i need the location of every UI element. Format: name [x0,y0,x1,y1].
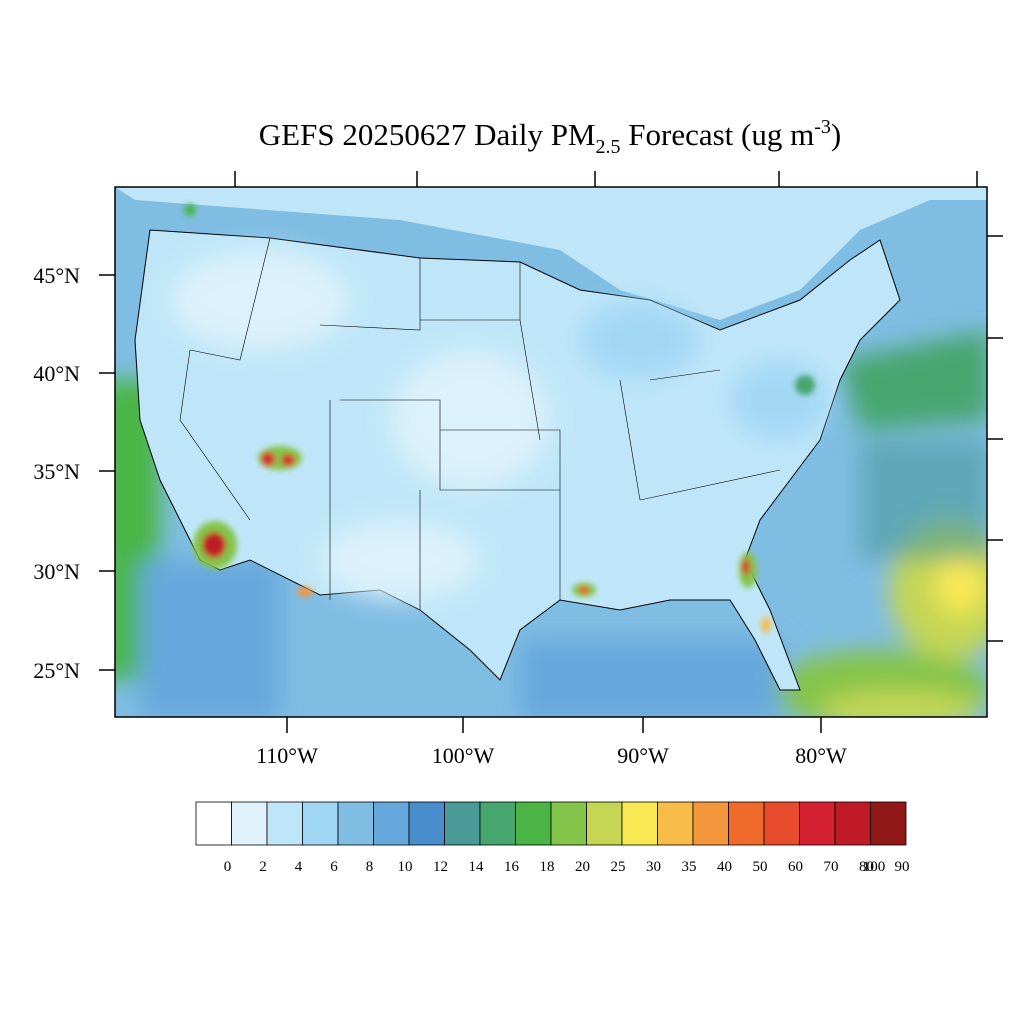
colorbar-label: 4 [295,859,303,875]
colorbar-box [337,801,374,846]
colorbar-box [373,801,410,846]
colorbar-box [657,801,694,846]
lon-label: 90°W [617,743,669,768]
colorbar-label: 70 [824,859,839,875]
colorbar-label: 30 [646,859,661,875]
colorbar-label: 35 [682,859,697,875]
colorbar-box [621,801,658,846]
colorbar-label: 20 [575,859,590,875]
title-text: ) [831,117,841,152]
colorbar-label: 40 [717,859,732,875]
colorbar-box [515,801,552,846]
colorbar-label: 8 [366,859,374,875]
lon-label: 80°W [795,743,847,768]
hotspots [184,204,815,633]
colorbar-box [302,801,339,846]
lat-label: 30°N [33,559,80,584]
title-sub: 2.5 [596,136,621,158]
lat-label: 45°N [33,263,80,288]
colorbar-label: 0 [224,859,232,875]
lon-label: 110°W [256,743,318,768]
colorbar-label: 18 [540,859,555,875]
canada [115,187,987,320]
colorbar-box [266,801,303,846]
state-lines [179,237,781,610]
colorbar-label: 2 [259,859,267,875]
colorbar-label: 14 [469,859,485,875]
title-text: GEFS 20250627 Daily PM [259,117,596,152]
lat-label: 40°N [33,361,80,386]
colorbar-box [799,801,836,846]
colorbar-box [550,801,587,846]
colorbar-box [763,801,800,846]
colorbar-box [231,801,268,846]
colorbar-label: 50 [753,859,768,875]
colorbar-label: 80 [859,859,874,875]
land-shading [170,250,830,600]
colorbar-label: 12 [433,859,448,875]
colorbar-box [870,801,907,846]
title-text: Forecast (ug m [621,117,815,152]
frame-ticks [99,171,1003,733]
lat-label: 25°N [33,658,80,683]
colorbar-box [692,801,729,846]
colorbar-box [479,801,516,846]
colorbar-label: 6 [330,859,338,875]
title: GEFS 20250627 Daily PM2.5 Forecast (ug m… [259,116,841,158]
colorbar-box [834,801,871,846]
lon-label: 100°W [432,743,495,768]
colorbar-label: 90 [895,859,910,875]
map-frame [114,186,988,718]
title-sup: -3 [814,116,831,138]
colorbar-label: 60 [788,859,803,875]
map-area [115,187,987,717]
colorbar-box [408,801,445,846]
colorbar-box [195,801,232,846]
colorbar-label: 10 [398,859,413,875]
colorbar-label: 100 [863,859,886,875]
colorbar-box [586,801,623,846]
colorbar-box [728,801,765,846]
colorbar-label: 16 [504,859,520,875]
colorbar-box [444,801,481,846]
lat-label: 35°N [33,459,80,484]
colorbar-label: 25 [611,859,626,875]
